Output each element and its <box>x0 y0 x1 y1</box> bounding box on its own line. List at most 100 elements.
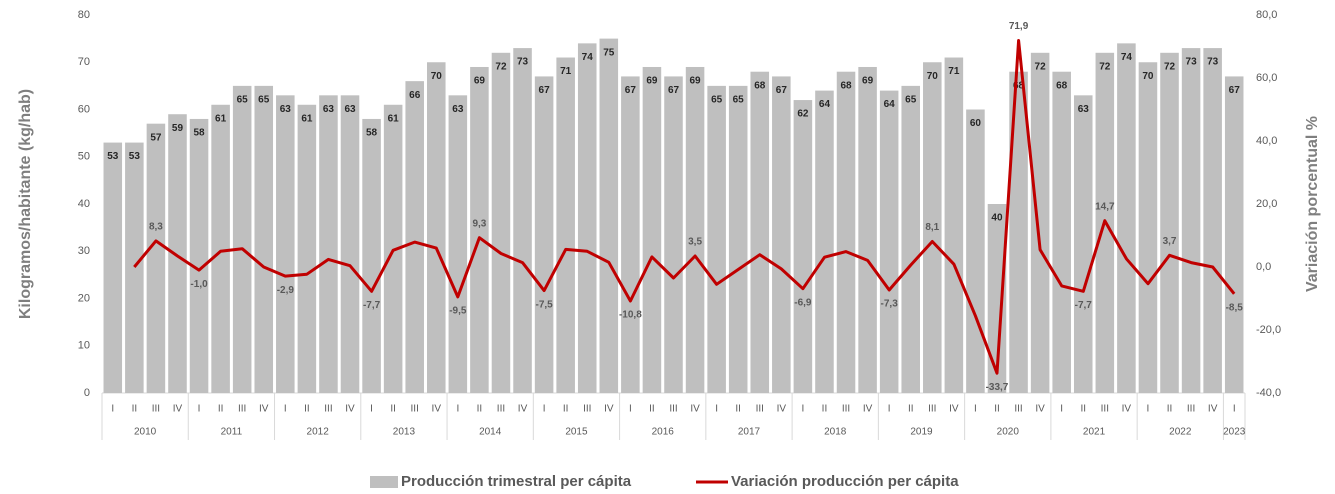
x-tick-label: II <box>218 404 224 415</box>
bar-value-label: 61 <box>301 113 313 124</box>
bar <box>599 38 619 393</box>
bar <box>297 104 317 394</box>
bar-value-label: 65 <box>237 95 249 106</box>
x-tick-label: II <box>1080 404 1086 415</box>
bar <box>1030 52 1050 394</box>
bar-value-label: 67 <box>1229 85 1241 96</box>
x-tick-label: IV <box>1122 404 1132 415</box>
bar <box>448 95 468 393</box>
bar-value-label: 68 <box>1056 80 1068 91</box>
x-tick-label: II <box>304 404 310 415</box>
x-tick-label: I <box>543 404 546 415</box>
bar <box>491 52 511 394</box>
bar-value-label: 69 <box>474 76 486 87</box>
bar-value-label: 70 <box>1142 71 1154 82</box>
bar-value-label: 69 <box>862 76 874 87</box>
x-tick-label: I <box>715 404 718 415</box>
bar-value-label: 61 <box>215 113 227 124</box>
line-value-label: -7,7 <box>363 300 381 311</box>
bar-value-label: 63 <box>280 104 292 115</box>
bar-value-label: 70 <box>431 71 443 82</box>
bar <box>232 85 252 393</box>
bar-value-label: 72 <box>1099 61 1111 72</box>
x-tick-label: III <box>497 404 505 415</box>
bar-value-label: 63 <box>323 104 335 115</box>
year-label: 2013 <box>393 427 416 438</box>
x-tick-label: II <box>649 404 655 415</box>
year-label: 2012 <box>307 427 330 438</box>
bar <box>944 57 964 394</box>
x-tick-label: III <box>324 404 332 415</box>
bar <box>815 90 834 393</box>
x-tick-label: I <box>284 404 287 415</box>
y-tick-label: 30 <box>78 245 90 257</box>
bar <box>750 71 770 393</box>
bar <box>836 71 856 393</box>
year-label: 2020 <box>997 427 1020 438</box>
bar-value-label: 73 <box>1207 57 1219 68</box>
x-tick-label: III <box>1187 404 1195 415</box>
x-tick-label: I <box>802 404 805 415</box>
line-value-label: -10,8 <box>619 310 642 321</box>
bar <box>1181 48 1201 393</box>
bar <box>1117 43 1136 393</box>
year-label: 2011 <box>221 427 243 438</box>
bar-value-label: 63 <box>452 104 464 115</box>
x-tick-label: II <box>390 404 396 415</box>
bar-value-label: 69 <box>690 76 702 87</box>
y-axis-title: Kilogramos/habitante (kg/hab) <box>17 89 34 319</box>
year-label: 2017 <box>738 427 761 438</box>
y2-tick-label: -40,0 <box>1256 387 1281 399</box>
bar-value-label: 53 <box>107 151 119 162</box>
bar-value-label: 72 <box>495 61 507 72</box>
y2-tick-label: 20,0 <box>1256 198 1277 210</box>
bar-value-label: 73 <box>517 57 529 68</box>
bar <box>793 100 813 394</box>
x-tick-label: I <box>456 404 459 415</box>
x-tick-label: II <box>132 404 138 415</box>
x-tick-label: I <box>370 404 373 415</box>
year-label: 2015 <box>565 427 588 438</box>
y-tick-label: 0 <box>84 387 90 399</box>
bar <box>621 76 640 394</box>
x-tick-label: IV <box>690 404 700 415</box>
x-tick-label: II <box>994 404 1000 415</box>
bar <box>1224 76 1244 394</box>
y2-tick-label: 80,0 <box>1256 9 1277 21</box>
year-label: 2010 <box>134 427 157 438</box>
bar <box>534 76 554 394</box>
line-value-label: 71,9 <box>1009 21 1029 32</box>
bar <box>470 66 489 393</box>
bar <box>1138 62 1158 393</box>
bar <box>1052 71 1071 393</box>
bar-value-label: 75 <box>603 47 615 58</box>
x-tick-label: IV <box>259 404 269 415</box>
line-value-label: -7,7 <box>1075 300 1093 311</box>
bar-value-label: 71 <box>948 66 960 77</box>
bar-value-label: 72 <box>1035 61 1047 72</box>
bar <box>923 62 942 393</box>
bar-value-label: 40 <box>991 213 1003 224</box>
y-tick-label: 70 <box>78 56 90 68</box>
x-tick-label: I <box>1147 404 1150 415</box>
year-label: 2023 <box>1223 427 1246 438</box>
bar <box>556 57 575 394</box>
y-tick-label: 20 <box>78 292 90 304</box>
year-label: 2018 <box>824 427 847 438</box>
y-tick-label: 10 <box>78 340 90 352</box>
x-tick-label: I <box>198 404 201 415</box>
x-tick-label: II <box>1167 404 1173 415</box>
bar-value-label: 70 <box>927 71 939 82</box>
bar-value-label: 66 <box>409 90 421 101</box>
bar <box>1160 52 1179 394</box>
x-tick-label: III <box>756 404 764 415</box>
bar-value-label: 64 <box>819 99 831 110</box>
bar-value-label: 72 <box>1164 61 1176 72</box>
bar <box>728 85 748 393</box>
line-value-label: 9,3 <box>472 218 486 229</box>
bar-value-label: 62 <box>797 109 809 120</box>
x-tick-label: II <box>563 404 569 415</box>
bar <box>211 104 230 394</box>
bar-value-label: 53 <box>129 151 141 162</box>
